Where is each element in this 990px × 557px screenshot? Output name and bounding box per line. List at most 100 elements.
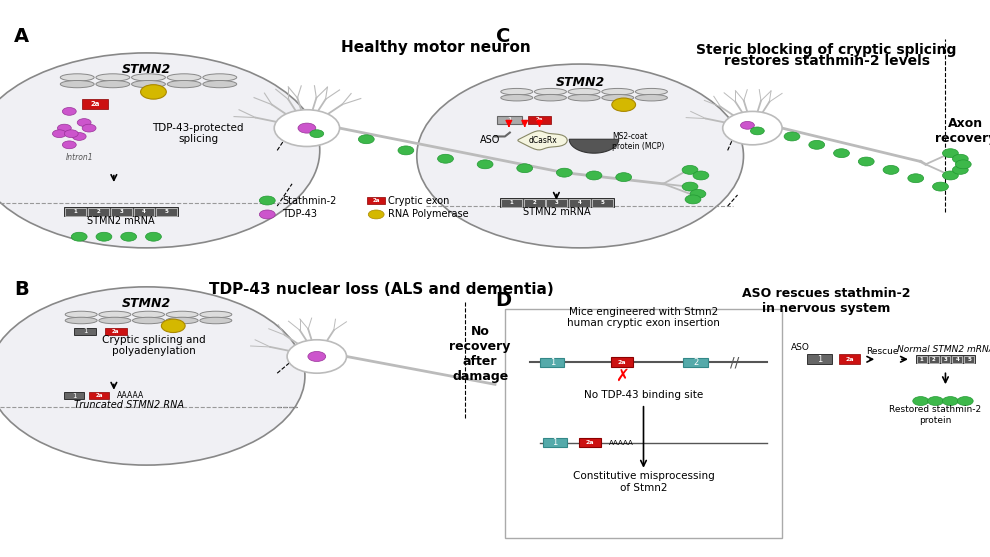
- FancyBboxPatch shape: [540, 358, 564, 367]
- Ellipse shape: [535, 89, 566, 95]
- Ellipse shape: [167, 74, 201, 81]
- Text: 2a: 2a: [372, 198, 380, 203]
- FancyBboxPatch shape: [683, 358, 708, 367]
- FancyBboxPatch shape: [105, 328, 127, 335]
- Circle shape: [586, 171, 602, 180]
- Ellipse shape: [65, 317, 97, 324]
- Circle shape: [62, 108, 76, 115]
- Text: Restored stathmin-2
protein: Restored stathmin-2 protein: [889, 405, 982, 424]
- Polygon shape: [518, 131, 567, 150]
- Ellipse shape: [501, 89, 533, 95]
- Circle shape: [933, 182, 948, 191]
- Circle shape: [161, 319, 185, 333]
- FancyBboxPatch shape: [89, 392, 109, 399]
- Circle shape: [682, 165, 698, 174]
- Ellipse shape: [132, 74, 165, 81]
- Circle shape: [398, 146, 414, 155]
- Text: MS2-coat
protein (MCP): MS2-coat protein (MCP): [612, 132, 664, 151]
- Circle shape: [517, 164, 533, 173]
- FancyBboxPatch shape: [916, 355, 975, 363]
- Circle shape: [908, 174, 924, 183]
- FancyBboxPatch shape: [88, 208, 109, 216]
- Text: AAAAA: AAAAA: [117, 391, 145, 400]
- Text: 2a: 2a: [536, 118, 544, 122]
- Text: ASO: ASO: [480, 135, 500, 145]
- Circle shape: [957, 397, 973, 405]
- FancyBboxPatch shape: [134, 208, 154, 216]
- Text: Normal STMN2 mRNA: Normal STMN2 mRNA: [897, 345, 990, 354]
- Circle shape: [955, 160, 971, 169]
- Text: dCasRx: dCasRx: [528, 136, 557, 145]
- FancyBboxPatch shape: [964, 356, 974, 363]
- Ellipse shape: [133, 311, 164, 317]
- Circle shape: [308, 351, 326, 361]
- Text: 3: 3: [120, 209, 123, 214]
- FancyBboxPatch shape: [74, 328, 96, 335]
- FancyBboxPatch shape: [546, 199, 567, 207]
- FancyBboxPatch shape: [64, 207, 178, 216]
- Circle shape: [809, 140, 825, 149]
- Circle shape: [723, 111, 782, 145]
- Text: STMN2: STMN2: [122, 63, 171, 76]
- Circle shape: [438, 154, 453, 163]
- Text: 3: 3: [943, 357, 947, 361]
- Text: AAAAA: AAAAA: [609, 440, 634, 446]
- Text: STMN2: STMN2: [122, 297, 171, 310]
- Circle shape: [612, 98, 636, 111]
- Circle shape: [0, 53, 320, 248]
- Text: 2: 2: [932, 357, 936, 361]
- Text: 4: 4: [955, 357, 959, 361]
- Text: Mice engineered with Stmn2
human cryptic exon insertion: Mice engineered with Stmn2 human cryptic…: [567, 307, 720, 328]
- Ellipse shape: [200, 311, 232, 317]
- Circle shape: [784, 132, 800, 141]
- Text: Constitutive misprocessing
of Stmn2: Constitutive misprocessing of Stmn2: [572, 471, 715, 492]
- Circle shape: [834, 149, 849, 158]
- Ellipse shape: [203, 74, 237, 81]
- Text: Steric blocking of cryptic splicing: Steric blocking of cryptic splicing: [696, 43, 957, 57]
- Ellipse shape: [602, 95, 634, 101]
- Text: 2: 2: [693, 358, 699, 367]
- Ellipse shape: [636, 95, 667, 101]
- Circle shape: [121, 232, 137, 241]
- FancyBboxPatch shape: [952, 356, 962, 363]
- FancyBboxPatch shape: [65, 208, 86, 216]
- Ellipse shape: [200, 317, 232, 324]
- Circle shape: [682, 182, 698, 191]
- Text: 5: 5: [967, 357, 971, 361]
- Text: TDP-43 nuclear loss (ALS and dementia): TDP-43 nuclear loss (ALS and dementia): [209, 282, 553, 297]
- Text: 4: 4: [578, 201, 581, 205]
- Text: 1: 1: [510, 201, 513, 205]
- Circle shape: [274, 110, 340, 146]
- Text: STMN2 mRNA: STMN2 mRNA: [87, 216, 154, 226]
- Circle shape: [64, 130, 78, 138]
- Circle shape: [685, 195, 701, 204]
- Text: 2a: 2a: [112, 329, 120, 334]
- Text: STMN2 mRNA: STMN2 mRNA: [523, 207, 590, 217]
- Circle shape: [287, 340, 346, 373]
- FancyBboxPatch shape: [64, 392, 84, 399]
- Ellipse shape: [60, 81, 94, 87]
- Circle shape: [741, 121, 754, 129]
- Circle shape: [616, 173, 632, 182]
- Text: TDP-43-protected
splicing: TDP-43-protected splicing: [152, 123, 244, 144]
- Circle shape: [146, 232, 161, 241]
- FancyBboxPatch shape: [569, 199, 590, 207]
- Text: 2: 2: [97, 209, 100, 214]
- FancyBboxPatch shape: [940, 356, 950, 363]
- Text: 1: 1: [549, 358, 555, 367]
- FancyBboxPatch shape: [111, 208, 132, 216]
- Circle shape: [259, 210, 275, 219]
- Text: 4: 4: [143, 209, 146, 214]
- FancyBboxPatch shape: [524, 199, 544, 207]
- Text: 2a: 2a: [586, 441, 594, 445]
- Circle shape: [883, 165, 899, 174]
- Ellipse shape: [132, 81, 165, 87]
- Circle shape: [952, 154, 968, 163]
- Circle shape: [942, 171, 958, 180]
- FancyBboxPatch shape: [807, 354, 832, 364]
- Circle shape: [71, 232, 87, 241]
- Circle shape: [298, 123, 316, 133]
- FancyBboxPatch shape: [501, 199, 522, 207]
- Circle shape: [417, 64, 743, 248]
- Ellipse shape: [99, 311, 131, 317]
